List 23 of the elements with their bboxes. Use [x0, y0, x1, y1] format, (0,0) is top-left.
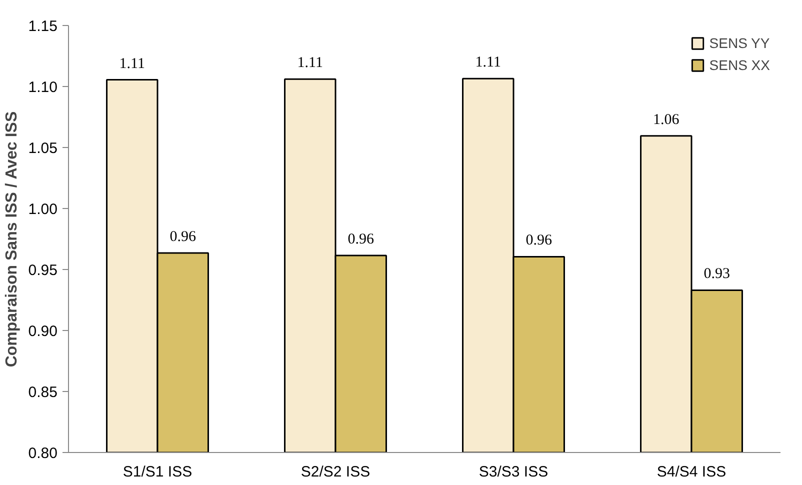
data-label: 0.96 [170, 229, 196, 246]
data-label: 1.11 [475, 54, 501, 71]
x-tick-label: S2/S2 ISS [300, 464, 370, 480]
data-label: 1.11 [297, 55, 323, 72]
text: 0.90 [28, 323, 58, 340]
x-tick-label: S3/S3 ISS [478, 464, 548, 480]
text: 1.05 [28, 140, 58, 157]
legend-label: SENS YY [709, 35, 770, 51]
text: 0.80 [28, 445, 58, 462]
data-label: 1.06 [653, 112, 680, 128]
text: 1.15 [28, 18, 58, 35]
data-label: 0.96 [348, 231, 374, 248]
text: 1.10 [28, 79, 58, 96]
text: 0.85 [28, 384, 58, 401]
data-label: 0.93 [704, 266, 730, 282]
x-tick-label: S1/S1 ISS [122, 464, 192, 480]
data-label: 1.11 [119, 56, 145, 72]
text: 1.00 [28, 201, 58, 218]
text: 0.95 [28, 262, 58, 279]
data-label: 0.96 [526, 232, 552, 249]
y-axis-title: Comparaison Sans ISS / Avec ISS [3, 111, 20, 368]
x-tick-label: S4/S4 ISS [656, 464, 726, 480]
legend-label: SENS XX [709, 57, 770, 73]
